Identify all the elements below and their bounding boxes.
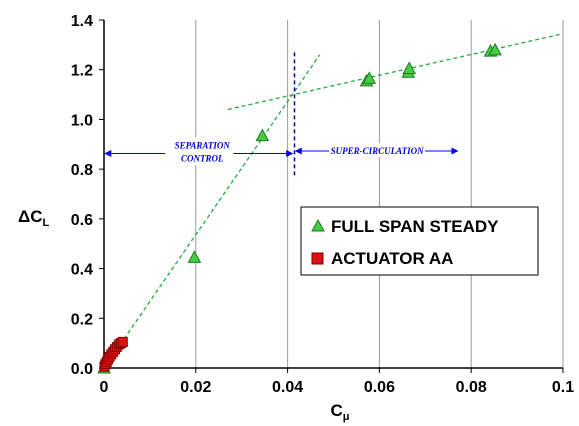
annotation-background <box>329 142 426 157</box>
y-axis-label: ΔCL <box>18 207 50 229</box>
axes <box>99 19 564 373</box>
y-tick-label: 0.4 <box>71 262 93 279</box>
trend-line <box>227 33 564 111</box>
annotation-label: SUPER-CIRCULATION <box>331 146 425 156</box>
data-point-square <box>117 336 128 347</box>
x-axis-label: Cμ <box>330 401 349 423</box>
grid-lines <box>195 20 564 368</box>
tick-labels: 0 0.02 0.04 0.06 0.08 0.1 0.0 0.2 0.4 0.6 0.8 1.0 1.… <box>71 13 574 396</box>
data-point-triangle <box>187 250 202 263</box>
legend-label-actuator: ACTUATOR AA <box>331 249 453 268</box>
x-tick-label: 0.02 <box>180 379 211 396</box>
x-tick-label: 0.04 <box>272 379 303 396</box>
trend-lines <box>103 33 564 369</box>
x-tick-label: 0 <box>100 379 109 396</box>
trend-line <box>103 54 321 369</box>
legend: FULL SPAN STEADY ACTUATOR AA <box>300 206 539 276</box>
annotation-background <box>165 137 234 166</box>
data-point-triangle <box>488 42 502 56</box>
y-tick-label: 1.2 <box>71 63 93 80</box>
annotations: SEPARATION CONTROL SUPER-CIRCULATION <box>104 137 459 166</box>
x-tick-label: 0.1 <box>552 379 574 396</box>
annotation-label: SEPARATION <box>175 140 231 150</box>
legend-label-full-span: FULL SPAN STEADY <box>331 217 499 236</box>
data-point-triangle <box>402 61 417 74</box>
y-tick-label: 0.2 <box>71 311 93 328</box>
legend-triangle-icon <box>311 218 325 232</box>
annotation-label: CONTROL <box>181 153 224 163</box>
legend-square-icon <box>311 252 324 265</box>
y-tick-label: 0.0 <box>71 361 93 378</box>
x-tick-label: 0.08 <box>456 379 487 396</box>
data-point-triangle <box>255 128 270 142</box>
x-tick-label: 0.06 <box>364 379 395 396</box>
y-tick-label: 1.4 <box>71 13 93 30</box>
data-point-triangle <box>362 71 377 84</box>
y-tick-label: 1.0 <box>71 112 93 129</box>
y-tick-label: 0.6 <box>71 212 93 229</box>
y-tick-label: 0.8 <box>71 162 93 179</box>
data-points <box>97 42 502 374</box>
legend-box <box>300 206 539 276</box>
